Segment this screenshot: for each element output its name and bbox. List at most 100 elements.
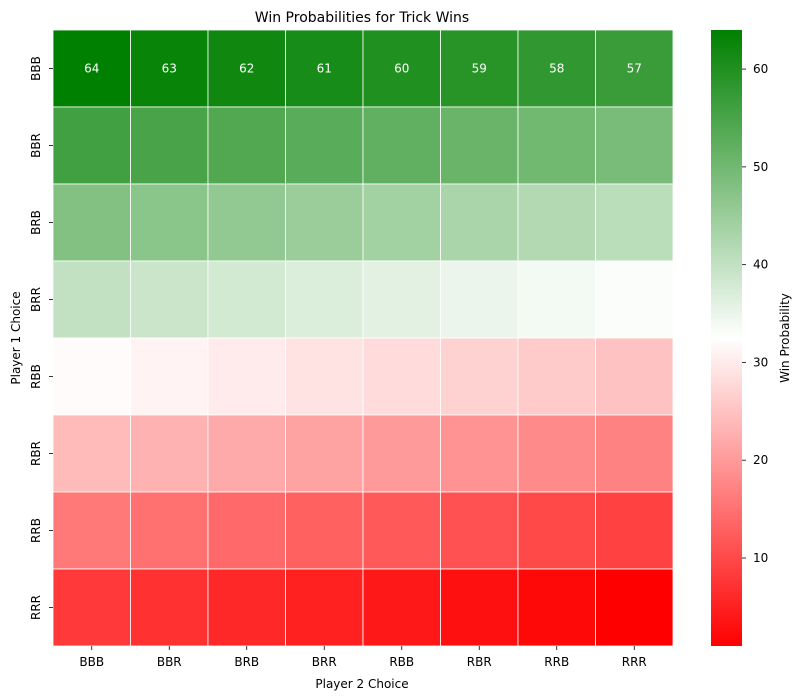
colorbar-tick-label: 10	[753, 551, 768, 565]
x-tick-label: RRB	[544, 655, 569, 669]
heatmap-cell	[207, 29, 286, 108]
heatmap-cell	[285, 337, 364, 416]
y-tick-label: RRR	[29, 595, 43, 620]
cell-annotation: 59	[472, 62, 487, 76]
colorbar-label: Win Probability	[778, 293, 792, 383]
heatmap-cell	[52, 337, 131, 416]
heatmap-cell	[440, 260, 519, 339]
x-tick-label: BRB	[234, 655, 259, 669]
heatmap-cell	[207, 414, 286, 493]
heatmap-cell	[362, 568, 441, 647]
cell-annotation: 57	[627, 62, 642, 76]
cell-annotation: 61	[317, 62, 332, 76]
heatmap-cell	[130, 491, 209, 570]
heatmap-cell	[207, 337, 286, 416]
colorbar	[711, 30, 742, 646]
y-tick-label: BRB	[29, 210, 43, 235]
heatmap-cell	[595, 260, 674, 339]
heatmap-cell	[285, 106, 364, 185]
heatmap-cell	[285, 568, 364, 647]
heatmap-cell	[517, 337, 596, 416]
heatmap-cell	[517, 183, 596, 262]
heatmap-cell	[595, 568, 674, 647]
cell-annotation: 64	[84, 62, 99, 76]
x-tick-label: RBB	[389, 655, 414, 669]
cell-annotation: 62	[239, 62, 254, 76]
y-tick-label: RBR	[29, 441, 43, 466]
heatmap-cell	[440, 29, 519, 108]
heatmap-cell	[517, 414, 596, 493]
colorbar-tick-label: 20	[753, 453, 768, 467]
heatmap-cell	[440, 337, 519, 416]
y-axis-label: Player 1 Choice	[9, 291, 23, 384]
heatmap-cell	[595, 491, 674, 570]
heatmap-cell	[285, 29, 364, 108]
heatmap-cell	[362, 337, 441, 416]
heatmap-cell	[285, 183, 364, 262]
x-tick-label: BBB	[79, 655, 104, 669]
heatmap-cell	[130, 260, 209, 339]
heatmap-cell	[362, 414, 441, 493]
cell-annotation: 58	[549, 62, 564, 76]
heatmap-cell	[440, 183, 519, 262]
heatmap-cell	[285, 491, 364, 570]
heatmap-cell	[285, 414, 364, 493]
heatmap-cell	[362, 106, 441, 185]
y-tick-label: BBR	[29, 133, 43, 158]
heatmap-cell	[362, 491, 441, 570]
colorbar-tick-label: 60	[753, 62, 768, 76]
heatmap-cell	[517, 568, 596, 647]
y-tick-label: BBB	[29, 56, 43, 81]
heatmap-cell	[517, 260, 596, 339]
heatmap-cell	[52, 260, 131, 339]
heatmap-cell	[130, 29, 209, 108]
cell-annotation: 63	[162, 62, 177, 76]
heatmap-cell	[517, 106, 596, 185]
colorbar-tick-label: 40	[753, 258, 768, 272]
heatmap-cell	[595, 414, 674, 493]
heatmap-cell	[52, 29, 131, 108]
heatmap-cell	[130, 568, 209, 647]
heatmap-cell	[440, 106, 519, 185]
heatmap-cell	[130, 183, 209, 262]
heatmap-cell	[130, 337, 209, 416]
heatmap-cells	[52, 29, 674, 647]
colorbar-tick-label: 50	[753, 160, 768, 174]
x-axis-label: Player 2 Choice	[315, 677, 408, 691]
heatmap-cell	[207, 260, 286, 339]
heatmap-cell	[440, 491, 519, 570]
heatmap-cell	[207, 183, 286, 262]
heatmap-cell	[52, 491, 131, 570]
heatmap-cell	[595, 29, 674, 108]
heatmap-cell	[362, 29, 441, 108]
x-tick-label: BBR	[157, 655, 182, 669]
heatmap-cell	[207, 491, 286, 570]
x-axis-ticks: BBB BBR BRB BRR RBB RBR RRB RRR	[79, 646, 647, 669]
heatmap-cell	[440, 568, 519, 647]
x-tick-label: RBR	[467, 655, 492, 669]
heatmap-cell	[52, 183, 131, 262]
x-tick-label: BRR	[312, 655, 337, 669]
heatmap-cell	[52, 414, 131, 493]
x-tick-label: RRR	[622, 655, 647, 669]
heatmap-cell	[207, 106, 286, 185]
y-axis-ticks: BBB BBR BRB BRR RBB RBR RRB RRR	[29, 56, 53, 620]
colorbar-tick-label: 30	[753, 355, 768, 369]
y-tick-label: RRB	[29, 518, 43, 543]
y-tick-label: BRR	[29, 287, 43, 312]
heatmap-cell	[207, 568, 286, 647]
cell-annotation: 60	[394, 62, 409, 76]
heatmap-cell	[285, 260, 364, 339]
heatmap-cell	[595, 183, 674, 262]
heatmap-cell	[517, 491, 596, 570]
heatmap-cell	[130, 106, 209, 185]
chart-title: Win Probabilities for Trick Wins	[255, 10, 469, 26]
heatmap-cell	[52, 568, 131, 647]
cell-annotations: 64 63 62 61 60 59 58 57	[84, 62, 642, 76]
heatmap-cell	[595, 337, 674, 416]
heatmap-cell	[130, 414, 209, 493]
y-tick-label: RBB	[29, 364, 43, 389]
heatmap-cell	[362, 183, 441, 262]
heatmap-cell	[52, 106, 131, 185]
